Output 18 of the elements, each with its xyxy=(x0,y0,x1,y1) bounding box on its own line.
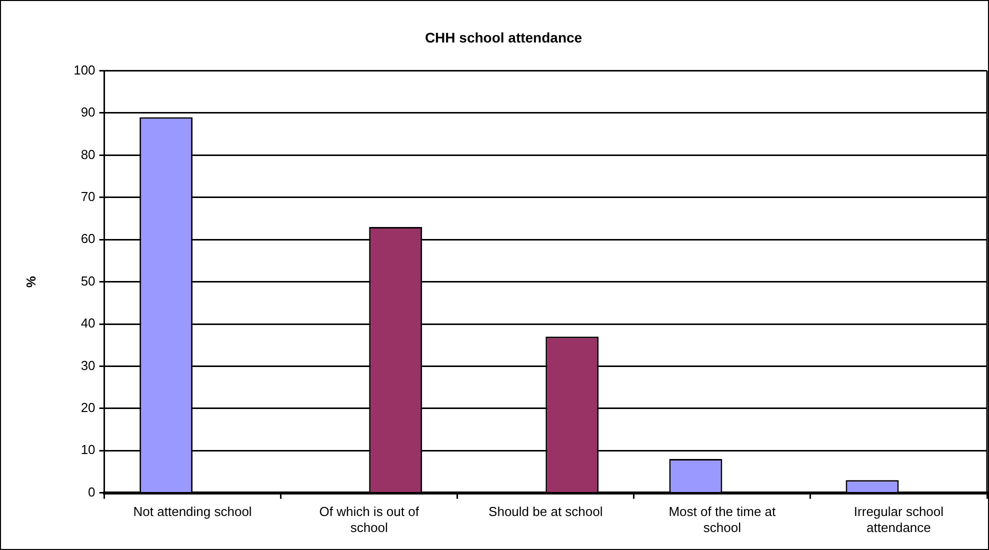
y-tick-label: 80 xyxy=(80,146,96,162)
x-tick-label: Of which is out of school xyxy=(319,504,420,535)
y-tick-label: 20 xyxy=(80,400,96,415)
x-tick-label: Irregular school attendance xyxy=(854,504,944,535)
y-tick-label: 30 xyxy=(80,358,96,373)
y-axis-title: % xyxy=(23,276,38,288)
x-tick-label: Not attending school xyxy=(133,504,252,520)
y-tick-label: 100 xyxy=(74,62,96,78)
y-tick-label: 40 xyxy=(80,316,96,331)
x-tick-label: Should be at school xyxy=(488,504,603,520)
y-tick-label: 50 xyxy=(80,273,96,288)
y-tick-label: 10 xyxy=(80,442,96,458)
y-tick-label: 0 xyxy=(88,484,96,500)
y-tick-label: 60 xyxy=(80,231,96,246)
x-tick-label: Most of the time at school xyxy=(668,504,776,535)
y-tick-label: 70 xyxy=(80,188,96,204)
y-tick-label: 90 xyxy=(80,104,96,120)
chart-title: CHH school attendance xyxy=(424,29,582,46)
